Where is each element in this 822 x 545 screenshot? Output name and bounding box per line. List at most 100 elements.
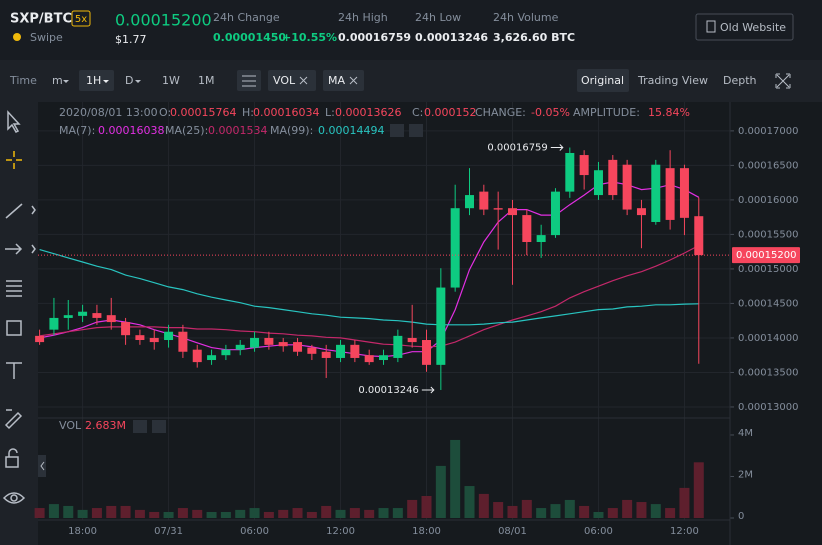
stat-label: 24h Change — [213, 11, 280, 24]
volume-bar — [450, 439, 461, 518]
candle-body — [465, 195, 474, 209]
volume-bar — [650, 504, 661, 518]
view-tab[interactable]: Original — [581, 74, 624, 87]
interval[interactable]: 1W — [162, 74, 180, 87]
info-value: 0.00013626 — [335, 106, 401, 119]
indicator-tab[interactable] — [323, 70, 364, 91]
x-tick-label: 06:00 — [240, 526, 269, 537]
lock-icon[interactable] — [5, 456, 19, 468]
volume-bar — [693, 462, 704, 518]
view-tab[interactable]: Depth — [723, 74, 757, 87]
volume-bar — [306, 511, 317, 518]
price-tag-label: 0.00015200 — [736, 250, 796, 261]
volume-bar — [378, 508, 389, 518]
info-time: 2020/08/01 13:00 — [59, 106, 158, 119]
candle-body — [135, 335, 145, 341]
candle-body — [479, 191, 489, 210]
info-label: L: — [325, 106, 335, 119]
volume-bar — [392, 508, 403, 518]
candle — [178, 324, 188, 358]
stat-label: 24h Low — [415, 11, 461, 24]
cursor-icon[interactable] — [7, 110, 21, 133]
vol-visibility[interactable] — [133, 420, 147, 433]
volume-bar — [607, 508, 618, 518]
close-icon[interactable] — [349, 76, 358, 85]
ma-settings[interactable] — [409, 124, 423, 137]
volume-bar — [77, 509, 88, 518]
chart-layer: 0.00013000 0.00013500 0.00014000 0.00014500… — [34, 102, 800, 537]
candle — [479, 184, 489, 216]
candle — [92, 304, 102, 325]
interval[interactable]: D — [125, 74, 133, 87]
high-annotation: 0.00016759 — [487, 143, 547, 154]
candle-body — [579, 155, 589, 176]
old-website-label[interactable]: Old Website — [720, 21, 786, 34]
candle-body — [207, 355, 217, 361]
info-value: 0.000152 — [424, 106, 477, 119]
candle-body — [422, 340, 432, 365]
candle — [121, 317, 131, 345]
candle — [651, 159, 661, 225]
text-icon[interactable] — [6, 362, 22, 379]
eye-icon[interactable] — [2, 492, 26, 504]
candle-body — [622, 164, 632, 210]
ma-visibility[interactable] — [390, 124, 404, 137]
volume-bar — [106, 505, 117, 518]
vol-settings[interactable] — [152, 420, 166, 433]
stat-value: 0.00016759 — [338, 31, 411, 44]
caret — [103, 80, 109, 83]
view-tab[interactable]: Trading View — [637, 74, 708, 87]
volume-bar — [177, 508, 188, 518]
ray-icon[interactable] — [5, 243, 23, 255]
view-active-bg — [577, 69, 629, 92]
candle — [465, 168, 474, 216]
fib-icon[interactable] — [6, 280, 22, 297]
candle — [35, 329, 45, 345]
candle — [493, 191, 503, 250]
doc-icon — [706, 20, 716, 33]
old-website-button[interactable] — [695, 13, 794, 41]
expand-arrow — [31, 205, 36, 254]
y-tick-label: 0.00014500 — [738, 298, 798, 309]
candle-body — [507, 208, 517, 216]
close-icon[interactable] — [299, 76, 308, 85]
candle — [436, 268, 446, 390]
low-annotation: 0.00013246 — [358, 385, 418, 396]
shape-icon[interactable] — [6, 320, 22, 336]
measure-icon[interactable] — [4, 409, 23, 430]
info-value: 0.00015764 — [170, 106, 236, 119]
interval[interactable]: 1H — [86, 74, 101, 87]
indicator-tab[interactable] — [268, 70, 316, 91]
y-tick-label: 0.00015000 — [738, 264, 798, 275]
y-tick-label: 0.00013000 — [738, 402, 798, 413]
volume-bar — [349, 508, 360, 518]
candle — [221, 344, 231, 361]
stat-value: 0.00013246 — [415, 31, 488, 44]
candle — [694, 197, 704, 364]
info-value: 0.00016034 — [253, 106, 319, 119]
x-tick-label: 18:00 — [68, 526, 97, 537]
volume-bar — [507, 505, 518, 518]
candle-body — [450, 208, 460, 288]
x-tick-label: 12:00 — [326, 526, 355, 537]
volume-bar — [622, 499, 633, 518]
fullscreen-icon[interactable] — [775, 73, 791, 89]
candle — [350, 340, 360, 363]
interval[interactable]: 1M — [198, 74, 215, 87]
trendline-icon[interactable] — [5, 203, 23, 219]
volume-bar — [249, 508, 260, 518]
candle-body — [164, 331, 174, 341]
volume-bar — [149, 511, 160, 518]
stat-value: 0.00001450 — [213, 31, 286, 44]
collapse-handle[interactable] — [38, 455, 46, 477]
candle-body — [536, 235, 546, 243]
volume-bar — [593, 511, 604, 518]
crosshair-icon[interactable] — [6, 151, 22, 169]
candle — [550, 188, 560, 238]
interval[interactable]: m — [52, 74, 63, 87]
volume-bar — [163, 511, 174, 518]
volume-bar — [120, 505, 131, 518]
ma-line — [39, 249, 699, 326]
candle — [593, 161, 603, 200]
